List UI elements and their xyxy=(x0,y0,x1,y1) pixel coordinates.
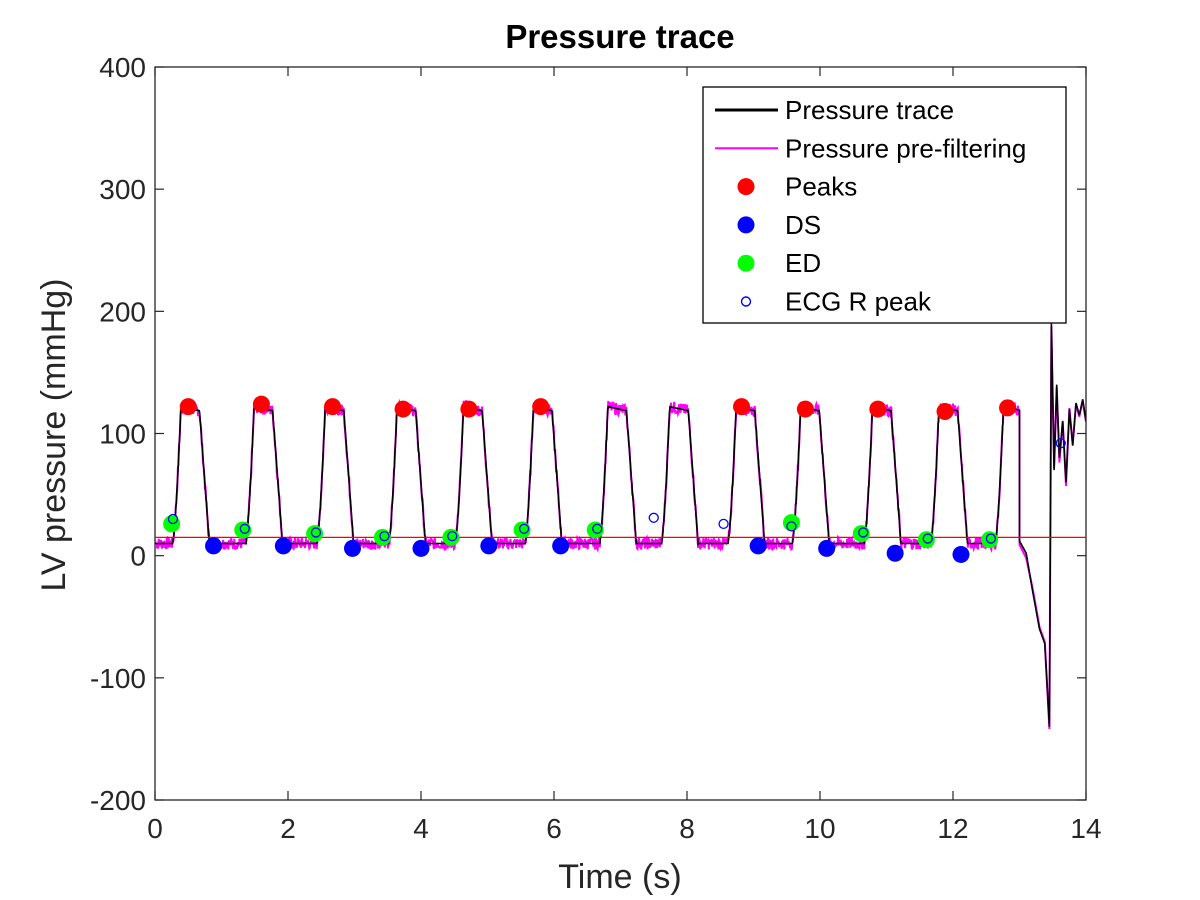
ed-marker xyxy=(586,521,604,539)
ds-marker xyxy=(205,537,223,555)
x-tick-label: 0 xyxy=(147,813,163,844)
ecg-r-peak-marker xyxy=(985,533,997,544)
y-tick-label: -100 xyxy=(90,663,146,694)
ecg-r-peak-marker xyxy=(648,512,659,523)
ed-marker xyxy=(782,514,800,532)
ed-marker xyxy=(373,528,391,546)
x-tick-label: 8 xyxy=(679,813,695,844)
ecg-r-peak-marker xyxy=(592,523,603,534)
x-tick-label: 6 xyxy=(546,813,562,844)
x-tick-label: 14 xyxy=(1070,813,1101,844)
x-tick-label: 2 xyxy=(280,813,296,844)
legend-swatch xyxy=(737,178,755,196)
ecg-r-peak-marker xyxy=(718,518,729,530)
y-axis-label: LV pressure (mmHg) xyxy=(35,279,73,592)
ecg-r-peak-marker xyxy=(239,523,250,534)
x-axis-label: Time (s) xyxy=(558,858,681,896)
ds-marker xyxy=(818,539,836,557)
y-tick-label: 200 xyxy=(99,296,146,327)
y-tick-label: 300 xyxy=(99,174,146,205)
x-tick-label: 4 xyxy=(413,813,429,844)
ecg-r-peak-marker xyxy=(167,513,179,525)
legend-box xyxy=(702,86,1067,324)
ecg-r-peak-marker xyxy=(858,527,869,538)
ed-marker xyxy=(234,521,252,539)
y-tick-label: 0 xyxy=(130,541,146,572)
ecg-r-peak-marker xyxy=(1055,438,1066,449)
legend-label: DS xyxy=(785,210,821,240)
data-layer xyxy=(155,323,1086,730)
ds-marker xyxy=(480,537,498,555)
x-tick-label: 10 xyxy=(804,813,835,844)
legend-swatch xyxy=(737,254,755,272)
ds-marker xyxy=(552,537,570,555)
ds-marker xyxy=(344,539,362,557)
peak-marker xyxy=(252,395,270,413)
ed-marker xyxy=(852,525,870,543)
ecg-r-peak-marker xyxy=(786,521,797,532)
ecg-r-peak-marker xyxy=(922,533,933,544)
ds-marker xyxy=(274,537,292,555)
peak-marker xyxy=(394,400,412,418)
x-tick-label: 12 xyxy=(937,813,968,844)
peak-marker xyxy=(869,400,887,418)
peak-marker xyxy=(999,399,1017,417)
chart-title: Pressure trace xyxy=(505,18,734,55)
ds-marker xyxy=(412,539,430,557)
legend-swatch xyxy=(740,296,752,307)
ds-marker xyxy=(952,545,970,563)
ecg-r-peak-marker xyxy=(379,530,390,542)
legend-label: ECG R peak xyxy=(785,287,932,317)
legend: Pressure trace Pressure pre-filtering Peak… xyxy=(702,86,1067,324)
y-tick-label: 400 xyxy=(99,52,146,83)
peak-marker xyxy=(179,398,197,416)
peak-marker xyxy=(532,398,550,416)
ds-marker xyxy=(886,544,904,562)
legend-label: ED xyxy=(785,248,821,278)
ed-marker xyxy=(513,521,531,539)
peak-marker xyxy=(460,400,478,418)
peak-marker xyxy=(733,398,751,416)
ecg-r-peak-marker xyxy=(447,530,458,542)
legend-label: Pressure pre-filtering xyxy=(785,133,1026,163)
legend-label: Pressure trace xyxy=(785,95,954,125)
peak-marker xyxy=(796,400,814,418)
y-tick-label: -200 xyxy=(90,785,146,816)
legend-label: Peaks xyxy=(785,172,857,202)
ecg-r-peak-marker xyxy=(518,523,530,534)
ds-marker xyxy=(749,537,767,555)
ecg-r-peak-marker xyxy=(310,527,322,538)
legend-swatch xyxy=(737,216,755,234)
y-tick-label: 100 xyxy=(99,419,146,450)
peak-marker xyxy=(324,398,342,416)
peak-marker xyxy=(936,403,954,421)
